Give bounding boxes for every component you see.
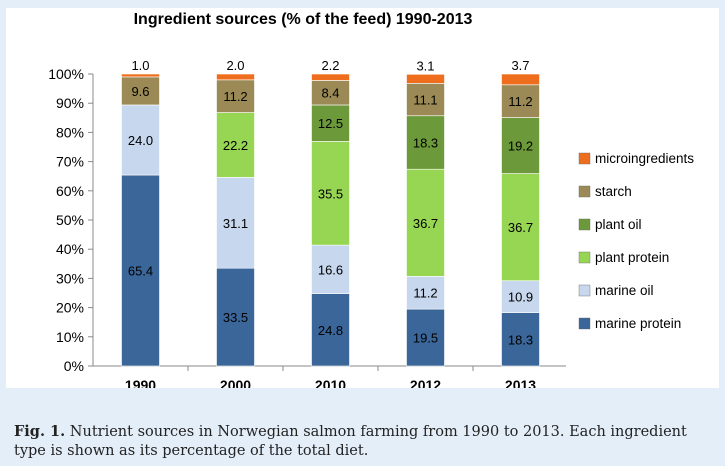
bar-segment bbox=[406, 115, 445, 170]
bar-segment bbox=[121, 76, 160, 106]
legend-label: microingredients bbox=[595, 151, 694, 166]
data-label: 36.7 bbox=[413, 216, 438, 231]
data-label: 3.7 bbox=[511, 58, 529, 73]
data-label: 11.2 bbox=[223, 89, 247, 104]
data-label: 16.6 bbox=[318, 262, 343, 277]
bar-segment bbox=[406, 308, 445, 367]
bar-segment bbox=[501, 312, 540, 367]
chart-title: Ingredient sources (% of the feed) 1990-… bbox=[134, 11, 473, 28]
data-label: 12.5 bbox=[318, 116, 343, 131]
data-label: 36.7 bbox=[508, 220, 533, 235]
data-label: 11.2 bbox=[413, 286, 437, 301]
data-label: 3.1 bbox=[416, 58, 434, 73]
data-label: 2.0 bbox=[226, 58, 244, 73]
y-tick-label: 10% bbox=[56, 329, 84, 345]
bar-segment bbox=[121, 73, 160, 78]
data-label: 19.5 bbox=[413, 331, 438, 346]
y-tick-label: 40% bbox=[56, 241, 84, 257]
legend-swatch bbox=[578, 284, 591, 297]
data-label: 33.5 bbox=[223, 310, 248, 325]
y-tick-label: 30% bbox=[56, 270, 84, 286]
data-label: 19.2 bbox=[508, 139, 533, 154]
bar-segment bbox=[311, 244, 350, 294]
x-tick-label: 2000 bbox=[220, 377, 251, 388]
data-label: 9.6 bbox=[131, 84, 149, 99]
axes: 0% 10% 20% 30% 40% 50% 60% 70% 80% 90% 100% 1990 200… bbox=[48, 66, 566, 388]
bar-segment bbox=[501, 280, 540, 313]
bar-segment bbox=[121, 104, 160, 176]
legend-label: marine oil bbox=[595, 283, 654, 298]
data-label: 31.1 bbox=[223, 216, 248, 231]
y-tick-label: 80% bbox=[56, 124, 84, 140]
bars bbox=[121, 73, 540, 367]
x-tick-label: 2010 bbox=[315, 377, 346, 388]
bar-segment bbox=[406, 73, 445, 84]
data-label: 2.2 bbox=[321, 58, 339, 73]
data-labels: 65.4 24.0 9.6 1.0 33.5 31.1 22.2 11.2 2.0 24.8 16.… bbox=[128, 58, 533, 347]
legend-swatch bbox=[578, 317, 591, 330]
caption-label: Fig. 1. bbox=[14, 423, 66, 440]
x-tick-label: 2012 bbox=[410, 377, 441, 388]
bar-segment bbox=[406, 168, 445, 277]
bar-segment bbox=[311, 141, 350, 246]
bar-segment bbox=[216, 79, 255, 113]
bar-segment bbox=[501, 117, 540, 174]
bar-segment bbox=[216, 177, 255, 269]
x-tick-label: 1990 bbox=[125, 377, 156, 388]
data-label: 10.9 bbox=[508, 290, 533, 305]
y-tick-label: 100% bbox=[48, 66, 84, 82]
legend-label: starch bbox=[595, 184, 632, 199]
data-label: 22.2 bbox=[223, 138, 248, 153]
data-label: 1.0 bbox=[131, 58, 149, 73]
bar-segment bbox=[216, 267, 255, 367]
y-tick-label: 20% bbox=[56, 300, 84, 316]
data-label: 18.3 bbox=[508, 332, 533, 347]
legend-swatch bbox=[578, 218, 591, 231]
data-label: 11.2 bbox=[508, 94, 532, 109]
legend: microingredients starch plant oil plant pro… bbox=[578, 151, 694, 331]
bar-segment bbox=[501, 173, 540, 282]
legend-swatch bbox=[578, 185, 591, 198]
y-tick-label: 70% bbox=[56, 154, 84, 170]
data-label: 35.5 bbox=[318, 186, 343, 201]
y-tick-label: 0% bbox=[64, 358, 84, 374]
bar-segment bbox=[311, 73, 350, 81]
data-label: 24.0 bbox=[128, 133, 153, 148]
y-tick-label: 60% bbox=[56, 183, 84, 199]
data-label: 11.1 bbox=[413, 93, 437, 108]
bar-segment bbox=[121, 174, 160, 367]
data-label: 24.8 bbox=[318, 323, 343, 338]
data-label: 8.4 bbox=[321, 86, 339, 101]
caption-text: Nutrient sources in Norwegian salmon far… bbox=[14, 424, 687, 459]
data-label: 65.4 bbox=[128, 264, 153, 279]
figure-caption: Fig. 1. Nutrient sources in Norwegian sa… bbox=[14, 422, 714, 461]
legend-swatch bbox=[578, 251, 591, 264]
y-tick-label: 50% bbox=[56, 212, 84, 228]
bar-segment bbox=[406, 83, 445, 117]
legend-label: plant protein bbox=[595, 250, 669, 265]
legend-label: plant oil bbox=[595, 217, 642, 232]
data-label: 18.3 bbox=[413, 135, 438, 150]
stacked-bar-chart: Ingredient sources (% of the feed) 1990-… bbox=[48, 11, 694, 388]
x-tick-label: 2013 bbox=[505, 377, 536, 388]
bar-segment bbox=[216, 73, 255, 81]
legend-label: marine protein bbox=[595, 316, 681, 331]
figure-panel: Ingredient sources (% of the feed) 1990-… bbox=[6, 8, 719, 388]
legend-swatch bbox=[578, 152, 591, 165]
bar-segment bbox=[501, 73, 540, 86]
y-tick-label: 90% bbox=[56, 95, 84, 111]
